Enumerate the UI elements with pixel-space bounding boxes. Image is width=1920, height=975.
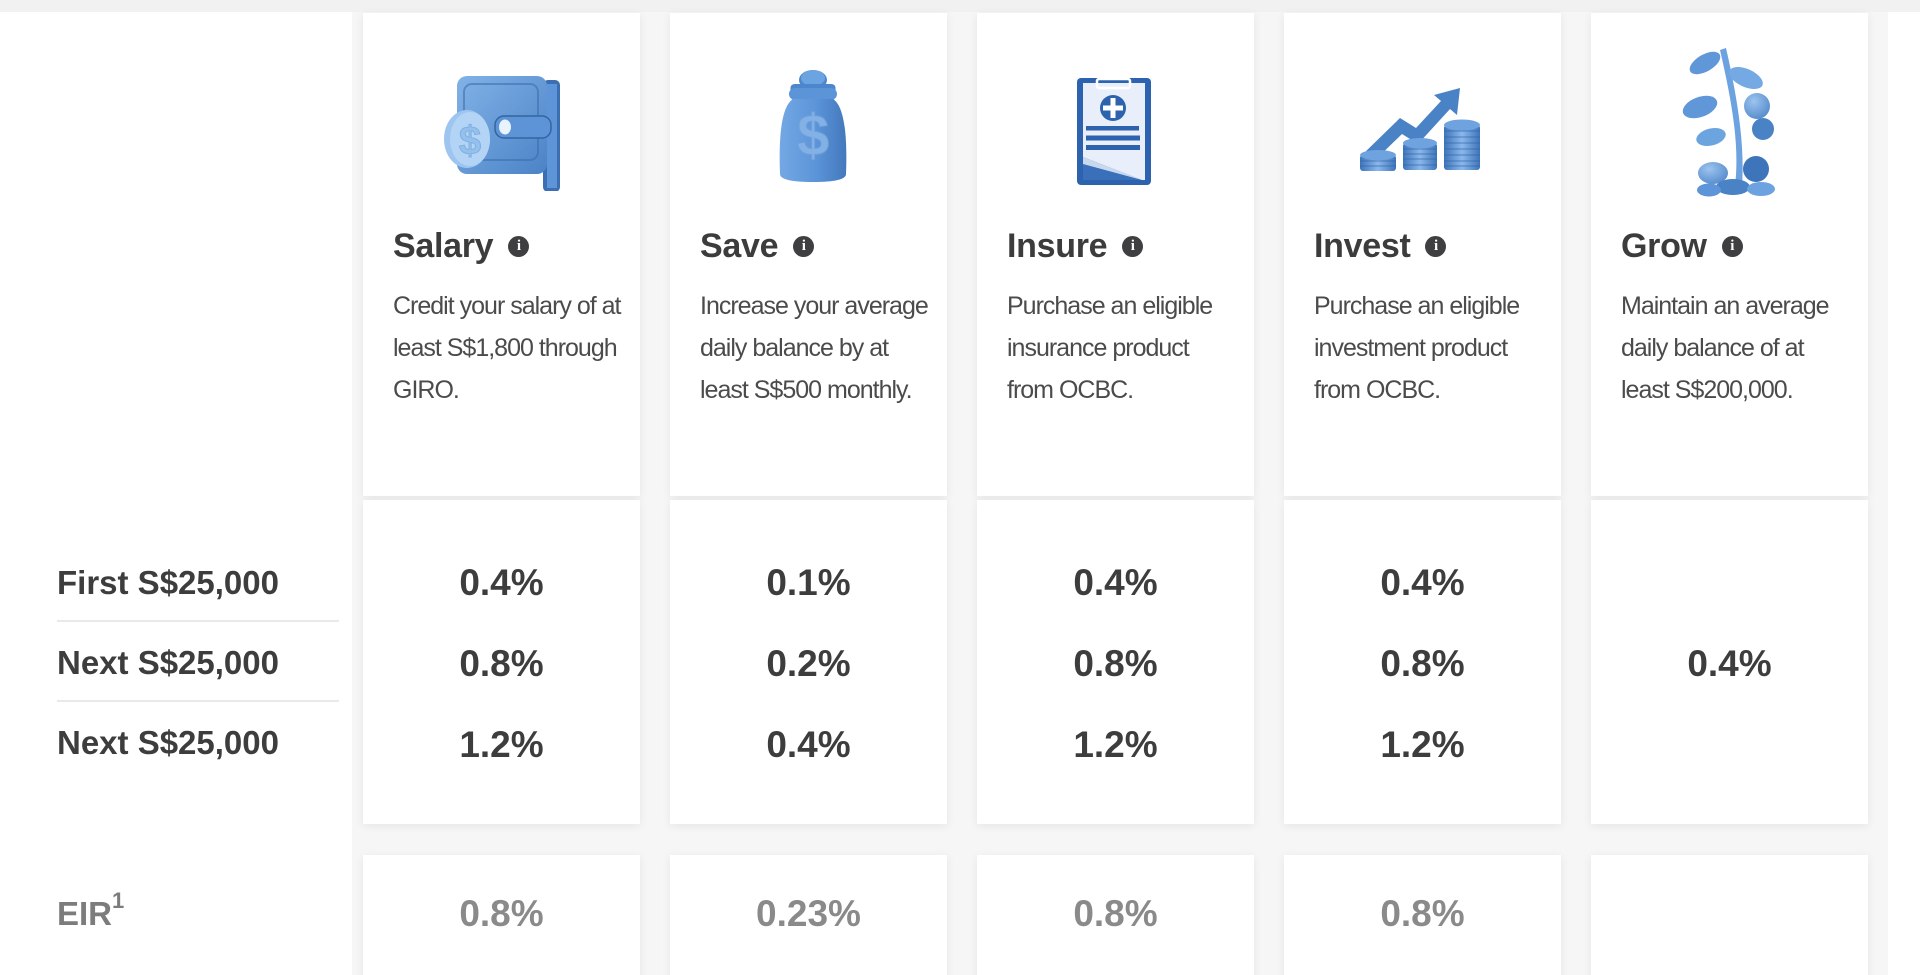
svg-text:$: $ xyxy=(459,119,481,163)
svg-text:$: $ xyxy=(797,103,829,168)
